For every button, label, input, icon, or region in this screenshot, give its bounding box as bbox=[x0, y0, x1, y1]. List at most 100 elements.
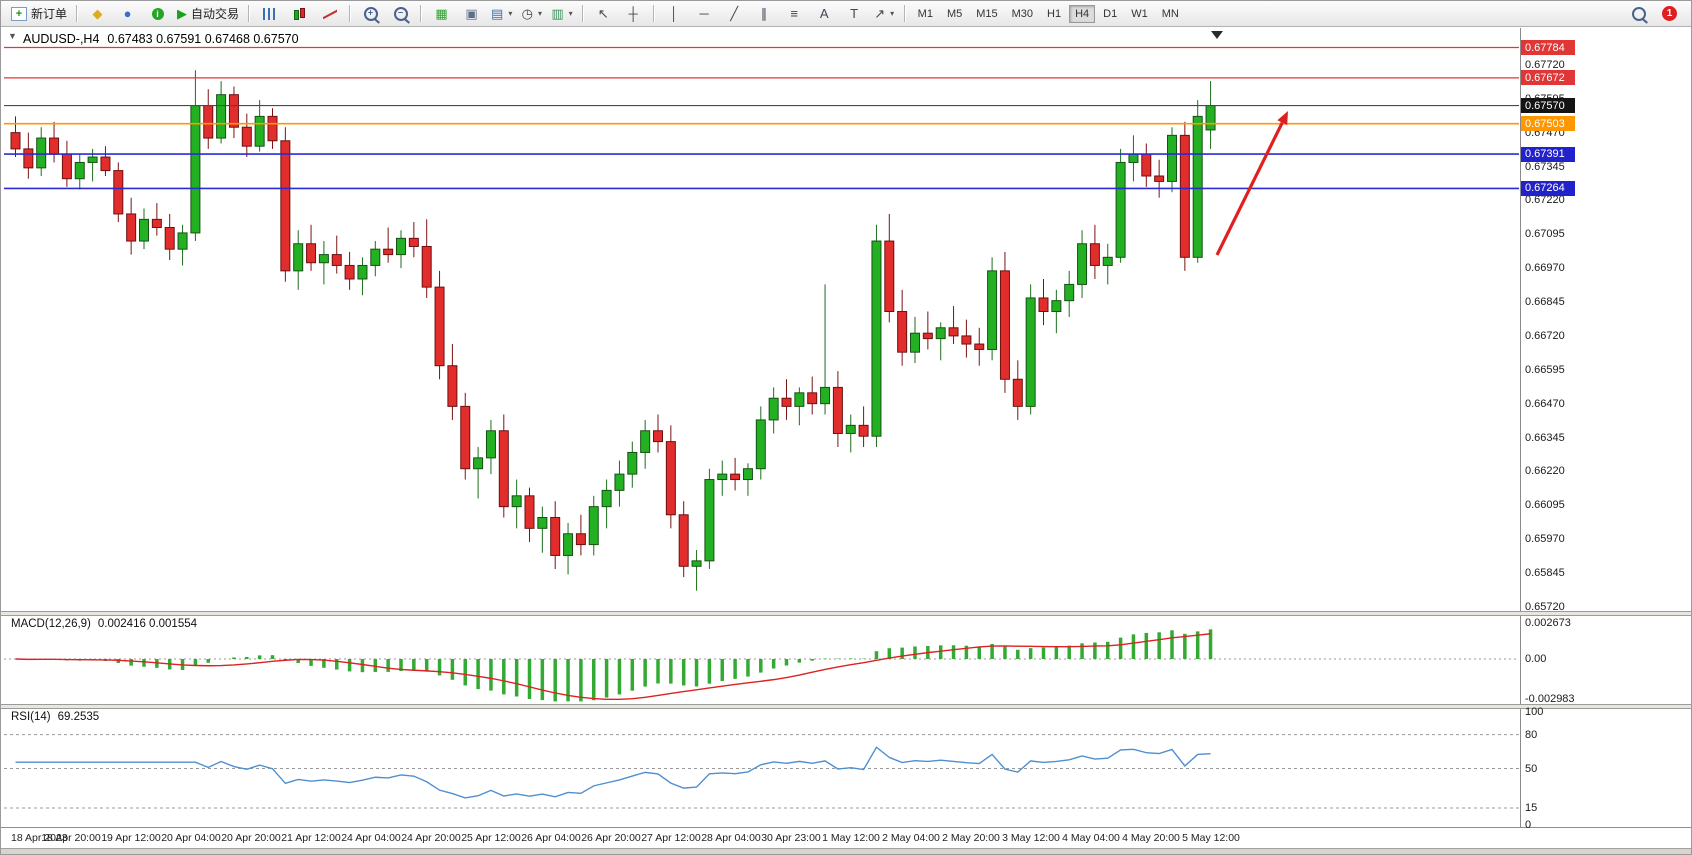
price-axis-tick: 0.67720 bbox=[1525, 58, 1565, 71]
equidistant-channel-button[interactable]: ∥ bbox=[750, 2, 779, 25]
macd-panel-separator[interactable] bbox=[1, 611, 1691, 616]
info-button[interactable]: i bbox=[143, 2, 172, 25]
fibonacci-button[interactable]: ≡ bbox=[780, 2, 809, 25]
candle-body bbox=[216, 94, 227, 139]
autotrading-button[interactable]: ▶ 自动交易 bbox=[173, 2, 243, 25]
candle-body bbox=[151, 218, 162, 228]
candle-body bbox=[974, 343, 985, 350]
plus-glyph: + bbox=[15, 7, 23, 20]
trend-arrow-head[interactable] bbox=[1277, 111, 1288, 126]
time-axis-label: 18 Apr 20:00 bbox=[41, 832, 101, 844]
tile-windows-button[interactable]: ▣ bbox=[457, 2, 486, 25]
price-level-box: 0.67391 bbox=[1521, 146, 1575, 162]
time-axis: 18 Apr 2023 18 Apr 20:00 19 Apr 12:00 20 Ap… bbox=[1, 827, 1691, 849]
zoom-in-glyph: + bbox=[367, 7, 374, 18]
rsi-axis-label: 100 bbox=[1525, 706, 1544, 718]
bar-chart-button[interactable] bbox=[255, 2, 284, 25]
candle-body bbox=[845, 424, 856, 434]
ohlc-quote: 0.67483 0.67591 0.67468 0.67570 bbox=[107, 32, 299, 46]
zoom-in-button[interactable]: + bbox=[356, 2, 385, 25]
candle-body bbox=[498, 430, 509, 508]
price-axis-tick: 0.66345 bbox=[1525, 431, 1565, 444]
candle-body bbox=[113, 170, 124, 215]
text-label-icon: T bbox=[850, 6, 859, 21]
price-axis-tick: 0.65970 bbox=[1525, 533, 1565, 546]
text-label-button[interactable]: T bbox=[840, 2, 869, 25]
candle-body bbox=[318, 254, 329, 264]
cursor-button[interactable]: ↖ bbox=[589, 2, 618, 25]
candle-body bbox=[987, 270, 998, 350]
new-order-button[interactable]: + 新订单 bbox=[7, 2, 71, 25]
new-order-icon: + bbox=[11, 6, 27, 21]
candle-body bbox=[434, 286, 445, 367]
horizontal-line-icon: ─ bbox=[699, 6, 709, 21]
candle-body bbox=[755, 419, 766, 470]
time-axis-label: 2 May 20:00 bbox=[942, 832, 1000, 844]
price-level-box: 0.67784 bbox=[1521, 40, 1575, 56]
toolbar-separator bbox=[581, 5, 584, 22]
time-axis-label: 5 May 12:00 bbox=[1182, 832, 1240, 844]
time-axis-label: 3 May 12:00 bbox=[1002, 832, 1060, 844]
price-axis-tick: 0.66095 bbox=[1525, 499, 1565, 512]
line-chart-button[interactable] bbox=[315, 2, 344, 25]
candle-body bbox=[49, 137, 60, 155]
candle-body bbox=[61, 153, 72, 180]
arrows-button[interactable]: ↗ ▾ bbox=[870, 2, 899, 25]
rsi-panel-separator[interactable] bbox=[1, 704, 1691, 709]
time-axis-label: 19 Apr 12:00 bbox=[101, 832, 161, 844]
macd-values: 0.002416 0.001554 bbox=[97, 618, 198, 630]
symbol-period-label: AUDUSD-,H4 bbox=[23, 32, 100, 46]
timeframe-button-m5[interactable]: M5 bbox=[946, 7, 963, 20]
timeframe-button-mn[interactable]: MN bbox=[1161, 7, 1179, 20]
metaeditor-button[interactable]: ◆ bbox=[83, 2, 112, 25]
rsi-axis-label: 80 bbox=[1525, 728, 1538, 741]
crosshair-icon: ┼ bbox=[628, 6, 638, 21]
candle-body bbox=[241, 126, 252, 147]
rsi-params: RSI(14) bbox=[11, 711, 51, 723]
trend-arrow-line[interactable] bbox=[1215, 121, 1284, 256]
periods-clock-button[interactable]: ◷ ▾ bbox=[517, 2, 546, 25]
candle-body bbox=[781, 397, 792, 407]
trendline-button[interactable]: ╱ bbox=[720, 2, 749, 25]
timeframe-button-h4[interactable]: H4 bbox=[1069, 4, 1096, 23]
text-button[interactable]: A bbox=[810, 2, 839, 25]
indicators-grid-button[interactable]: ▦ bbox=[427, 2, 456, 25]
clock-icon: ◷ bbox=[521, 6, 533, 21]
vertical-line-button[interactable]: │ bbox=[660, 2, 689, 25]
crosshair-button[interactable]: ┼ bbox=[619, 2, 648, 25]
candle-body bbox=[254, 115, 265, 147]
rsi-axis-label: 0 bbox=[1525, 819, 1532, 831]
templates-button[interactable]: ▥ ▾ bbox=[547, 2, 576, 25]
timeframe-button-m30[interactable]: M30 bbox=[1011, 7, 1034, 20]
candle-body bbox=[653, 430, 663, 443]
candle-body bbox=[511, 495, 522, 508]
time-axis-label: 24 Apr 04:00 bbox=[341, 832, 401, 844]
candle-body bbox=[1025, 297, 1036, 407]
timeframe-button-w1[interactable]: W1 bbox=[1131, 7, 1148, 20]
metaeditor-icon: ◆ bbox=[92, 6, 103, 21]
horizontal-line-button[interactable]: ─ bbox=[690, 2, 719, 25]
timeframe-button-m1[interactable]: M1 bbox=[917, 7, 933, 20]
zoom-out-button[interactable]: − bbox=[386, 2, 415, 25]
notification-badge[interactable]: 1 bbox=[1662, 6, 1677, 21]
candle-body bbox=[100, 156, 111, 172]
candle-body bbox=[126, 213, 137, 242]
one-click-trading-toggle[interactable]: ▼ bbox=[8, 31, 17, 41]
timeframe-button-h1[interactable]: H1 bbox=[1047, 7, 1062, 20]
chart-shift-marker-icon[interactable] bbox=[1211, 31, 1223, 39]
candle-body bbox=[884, 240, 895, 313]
search-button[interactable] bbox=[1624, 2, 1653, 25]
profile-button[interactable]: ● bbox=[113, 2, 142, 25]
new-chart-button[interactable]: ▤ ▾ bbox=[487, 2, 516, 25]
time-axis-label: 25 Apr 12:00 bbox=[461, 832, 521, 844]
time-axis-label: 24 Apr 20:00 bbox=[401, 832, 461, 844]
rsi-axis-label: 15 bbox=[1525, 802, 1538, 815]
candlestick-chart-button[interactable] bbox=[285, 2, 314, 25]
candle-body bbox=[640, 430, 651, 453]
timeframe-button-m15[interactable]: M15 bbox=[976, 7, 998, 20]
candle-body bbox=[1128, 153, 1139, 163]
timeframe-button-d1[interactable]: D1 bbox=[1103, 7, 1118, 20]
info-icon: i bbox=[151, 7, 164, 20]
candle-body bbox=[36, 137, 47, 169]
rsi-label: RSI(14) 69.2535 bbox=[11, 711, 99, 723]
